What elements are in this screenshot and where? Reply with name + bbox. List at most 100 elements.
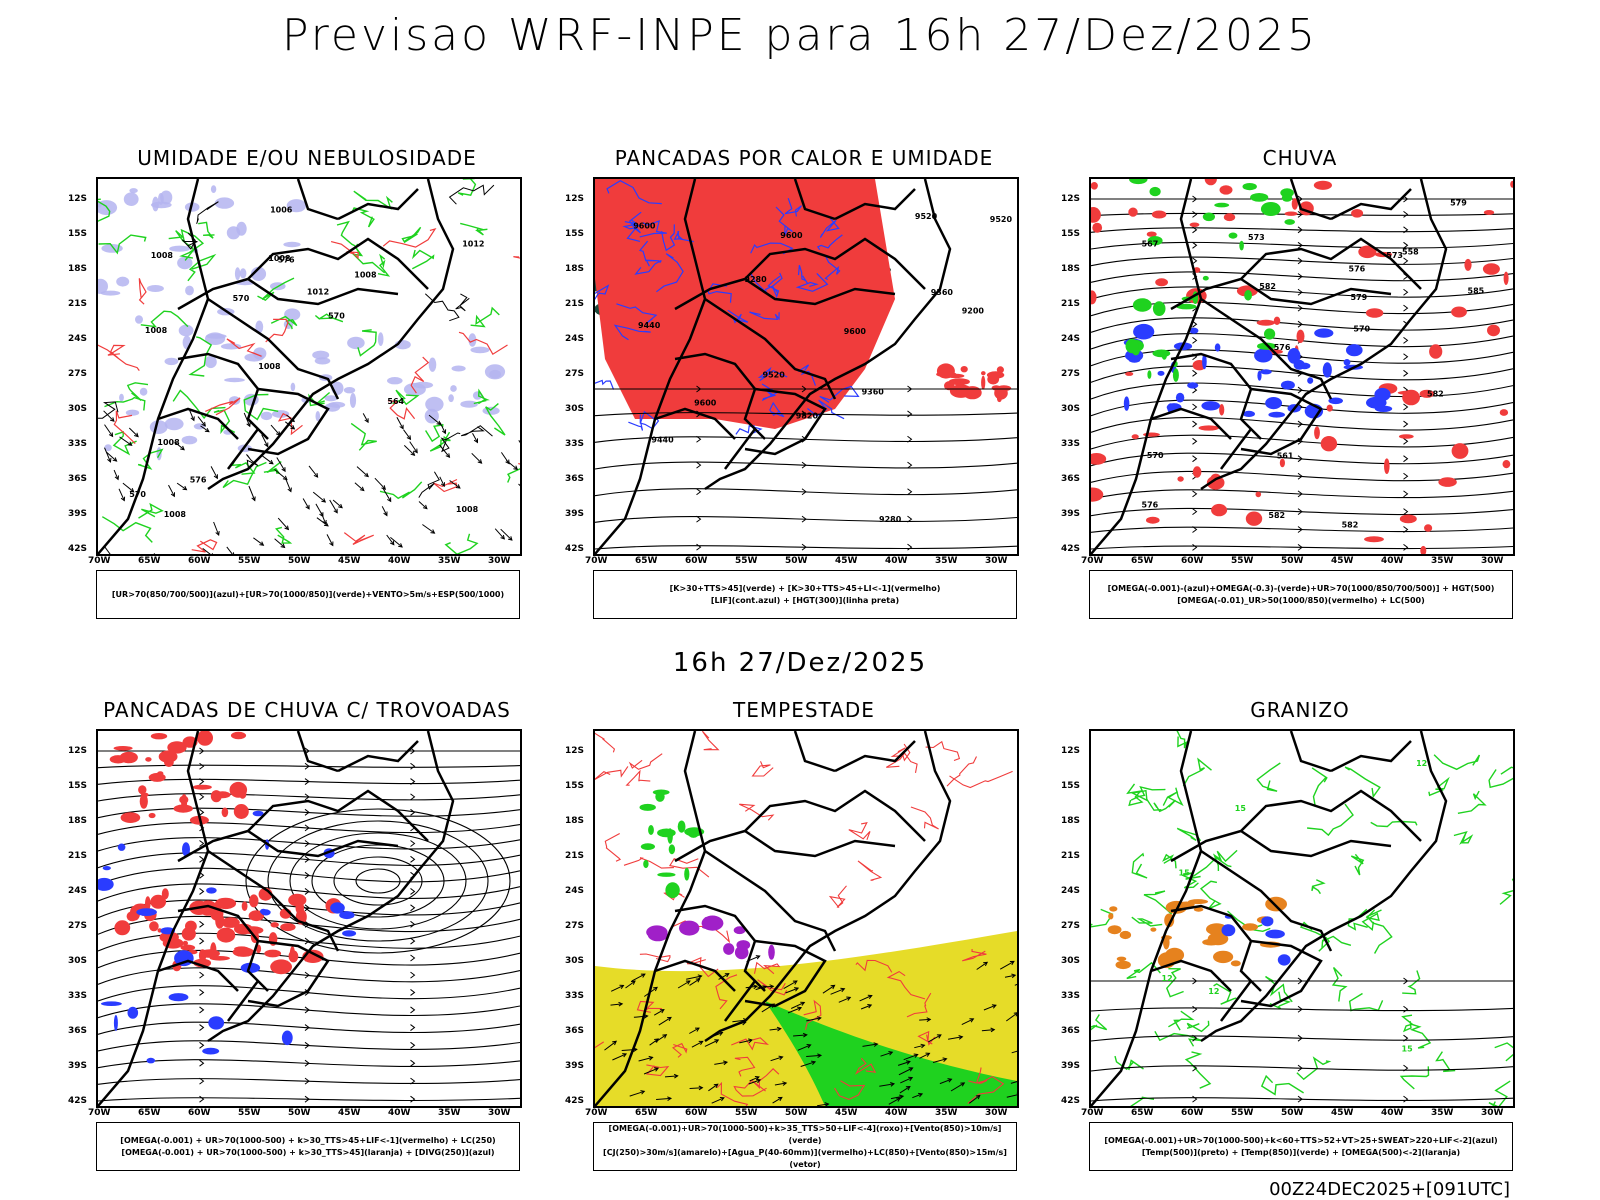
contour-label: 1012 (307, 287, 329, 296)
y-tick-label: 18S (68, 264, 88, 274)
y-tick-label: 12S (68, 746, 88, 756)
y-tick-label: 18S (565, 264, 585, 274)
contour-labels: 582 582 585 579 576 576 573 570 567 561 558 570 573 5… (1142, 198, 1485, 529)
y-tick-label: 24S (565, 334, 585, 344)
y-tick-label: 18S (68, 816, 88, 826)
x-tick-label: 40W (388, 1108, 411, 1118)
x-tick-label: 70W (1081, 556, 1104, 566)
hgt300-contours (595, 385, 1017, 551)
main-title: Previsao WRF-INPE para 16h 27/Dez/2025 (282, 10, 1318, 61)
map-boundaries (98, 179, 455, 554)
contour-label: 579 (1351, 293, 1368, 302)
legend-line: [OMEGA(-0.01)_UR>50(1000/850)(vermelho) … (1177, 595, 1425, 605)
y-tick-label: 36S (1061, 1026, 1081, 1036)
y-tick-label: 27S (1061, 921, 1081, 931)
contour-label: 582 (1427, 390, 1444, 399)
contour-label: 576 (1349, 265, 1366, 274)
x-tick-label: 55W (1231, 556, 1254, 566)
y-tick-label: 36S (68, 474, 88, 484)
contour-label: 1008 (456, 505, 479, 514)
contour-label: 9520 (915, 212, 938, 221)
panel-legend: [OMEGA(-0.001)+UR>70(1000-500)+k<60+TTS>… (1089, 1122, 1513, 1171)
panel-title: UMIDADE E/OU NEBULOSIDADE (137, 146, 477, 170)
y-tick-label: 33S (68, 439, 88, 449)
y-tick-label: 30S (1061, 404, 1081, 414)
y-tick-label: 24S (1061, 886, 1081, 896)
legend-line: [OMEGA(-0.001)+UR>70(1000-500)+k<60+TTS>… (1104, 1135, 1498, 1145)
x-tick-label: 35W (935, 556, 958, 566)
contour-label: 1008 (164, 510, 187, 519)
blue-divergence (98, 810, 357, 1064)
panel-title: PANCADAS POR CALOR E UMIDADE (614, 146, 994, 170)
contour-label: 1008 (354, 271, 377, 280)
y-tick-label: 15S (1061, 229, 1081, 239)
panel-legend: [OMEGA(-0.001) + UR>70(1000-500) + k>30_… (96, 1122, 520, 1171)
x-tick-label: 50W (1281, 1108, 1304, 1118)
red-rain (1091, 179, 1513, 554)
y-tick-label: 24S (1061, 334, 1081, 344)
legend-line: [Temp(500)](preto) + [Temp(850)](verde) … (1141, 1147, 1461, 1157)
y-tick-label: 24S (68, 334, 88, 344)
y-tick-label: 33S (565, 439, 585, 449)
x-tick-label: 50W (785, 1108, 808, 1118)
contour-label: 570 (233, 294, 250, 303)
legend-line: [LIF](cont.azul) + [HGT(300)](linha pret… (710, 595, 900, 605)
contour-label: 9520 (796, 411, 819, 420)
x-tick-label: 65W (635, 1108, 658, 1118)
y-tick-label: 42S (565, 544, 585, 554)
x-tick-label: 40W (388, 556, 411, 566)
contour-label: 567 (1142, 240, 1159, 249)
x-tick-label: 40W (885, 1108, 908, 1118)
panel-title: CHUVA (1262, 146, 1338, 170)
y-tick-label: 39S (565, 1061, 585, 1071)
mid-title: 16h 27/Dez/2025 (672, 648, 928, 678)
y-tick-label: 15S (565, 229, 585, 239)
x-tick-label: 70W (1081, 1108, 1104, 1118)
contour-label: 9360 (931, 288, 954, 297)
contour-label: 1008 (258, 362, 281, 371)
hgt500-streamlines (1091, 195, 1513, 551)
contour-label: 558 (1402, 248, 1419, 257)
panel-legend: [OMEGA(-0.001)-(azul)+OMEGA(-0.3)-(verde… (1089, 570, 1513, 619)
y-tick-label: 21S (565, 299, 585, 309)
y-tick-label: 15S (68, 781, 88, 791)
x-tick-label: 50W (785, 556, 808, 566)
x-tick-label: 70W (585, 556, 608, 566)
map-boundaries (595, 179, 952, 554)
contour-label: 9600 (633, 222, 656, 231)
y-tick-label: 27S (1061, 369, 1081, 379)
x-tick-label: 30W (1481, 1108, 1504, 1118)
contour-label: 573 (1248, 233, 1265, 242)
lavender-humidity (98, 185, 307, 461)
y-tick-label: 18S (1061, 264, 1081, 274)
contour-label: 585 (1468, 287, 1485, 296)
x-tick-label: 40W (885, 556, 908, 566)
lc250-streamlines (98, 747, 520, 1103)
x-tick-label: 70W (88, 556, 111, 566)
y-tick-label: 18S (1061, 816, 1081, 826)
contour-label: 570 (1353, 325, 1370, 334)
contour-label: 12 (1416, 759, 1427, 768)
x-tick-label: 65W (1131, 1108, 1154, 1118)
contour-label: 9600 (844, 327, 867, 336)
y-tick-label: 27S (68, 369, 88, 379)
x-tick-label: 35W (935, 1108, 958, 1118)
contour-label: 576 (190, 476, 207, 485)
x-tick-label: 60W (188, 1108, 211, 1118)
red-north (109, 731, 249, 825)
contour-labels: 12 12 15 15 15 12 (1162, 759, 1428, 1054)
y-tick-label: 24S (68, 886, 88, 896)
x-tick-label: 35W (438, 1108, 461, 1118)
x-tick-label: 70W (585, 1108, 608, 1118)
contour-label: 9360 (862, 387, 885, 396)
map-panel: 9600 9600 9520 9600 9600 9520 9520 9440 9360 9280… (593, 177, 1019, 556)
y-tick-label: 30S (68, 404, 88, 414)
x-tick-label: 30W (985, 556, 1008, 566)
y-tick-label: 36S (565, 474, 585, 484)
green-wind-north (639, 789, 705, 899)
y-tick-label: 30S (1061, 956, 1081, 966)
y-tick-label: 36S (1061, 474, 1081, 484)
contour-label: 1008 (145, 326, 168, 335)
contour-label: 576 (278, 255, 295, 264)
y-tick-label: 42S (1061, 1096, 1081, 1106)
